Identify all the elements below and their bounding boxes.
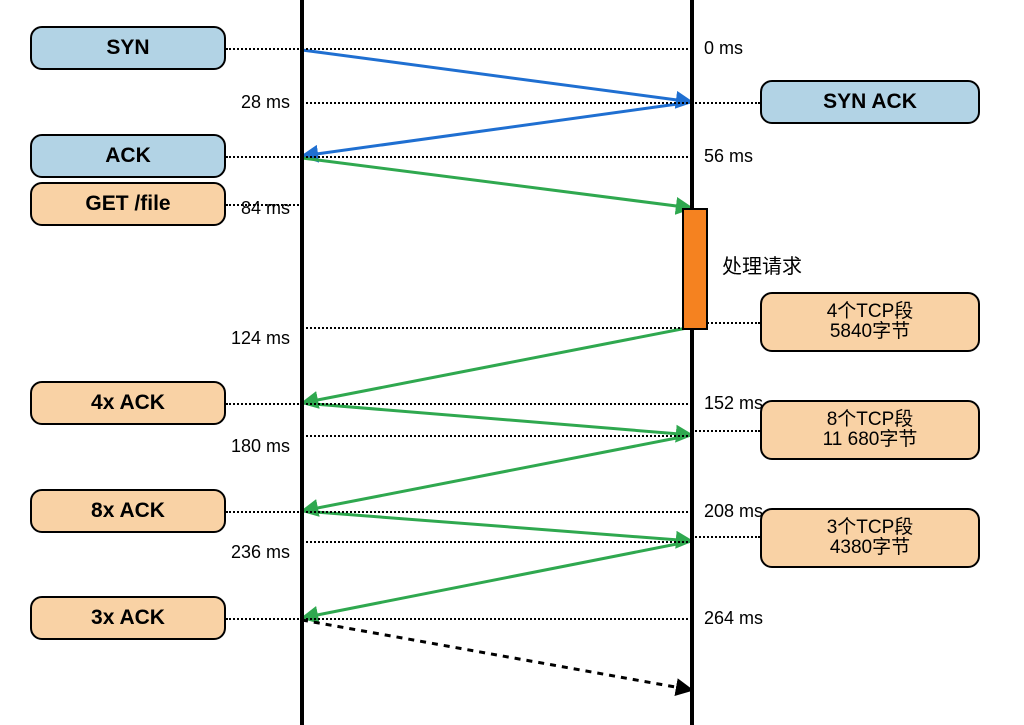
guide-line	[302, 435, 692, 437]
guide-line	[226, 403, 302, 405]
time-label: 28 ms	[241, 92, 290, 113]
msg-box-ack: ACK	[30, 134, 226, 178]
tcp-sequence-diagram: SYN ACKGET /file 4x ACK 8x ACK 3x ACK SYN ACK…	[0, 0, 1024, 725]
time-label: 84 ms	[241, 198, 290, 219]
processing-bar	[682, 208, 708, 330]
msg-box-seg4: 4个TCP段5840字节	[760, 292, 980, 352]
msg-box-ack3x: 3x ACK	[30, 596, 226, 640]
guide-line	[302, 403, 692, 405]
guide-line	[302, 618, 692, 620]
time-label: 180 ms	[231, 436, 290, 457]
guide-line	[692, 430, 760, 432]
msg-box-ack8x: 8x ACK	[30, 489, 226, 533]
message-arrow	[302, 102, 692, 156]
guide-line	[226, 156, 302, 158]
time-label: 152 ms	[704, 393, 763, 414]
time-label: 264 ms	[704, 608, 763, 629]
message-arrow	[302, 327, 692, 403]
msg-box-syn: SYN	[30, 26, 226, 70]
time-label: 124 ms	[231, 328, 290, 349]
msg-box-ack4x: 4x ACK	[30, 381, 226, 425]
guide-line	[226, 511, 302, 513]
client-lifeline	[300, 0, 304, 725]
time-label: 0 ms	[704, 38, 743, 59]
guide-line	[692, 536, 760, 538]
processing-label: 处理请求	[722, 250, 802, 279]
guide-line	[692, 102, 760, 104]
time-label: 56 ms	[704, 146, 753, 167]
message-arrow	[302, 620, 692, 690]
time-label: 208 ms	[704, 501, 763, 522]
guide-line	[302, 48, 692, 50]
guide-line	[302, 102, 692, 104]
guide-line	[226, 618, 302, 620]
msg-box-synack: SYN ACK	[760, 80, 980, 124]
guide-line	[302, 541, 692, 543]
guide-line	[302, 327, 692, 329]
time-label: 236 ms	[231, 542, 290, 563]
message-arrow	[302, 511, 692, 541]
message-arrow	[302, 435, 692, 511]
msg-box-getfile: GET /file	[30, 182, 226, 226]
msg-box-seg3: 3个TCP段4380字节	[760, 508, 980, 568]
server-lifeline	[690, 0, 694, 725]
message-arrow	[302, 50, 692, 102]
msg-box-seg8: 8个TCP段11 680字节	[760, 400, 980, 460]
message-arrow	[302, 403, 692, 435]
guide-line	[226, 48, 302, 50]
message-arrow	[302, 541, 692, 618]
guide-line	[302, 511, 692, 513]
guide-line	[302, 156, 692, 158]
message-arrow	[302, 158, 692, 208]
